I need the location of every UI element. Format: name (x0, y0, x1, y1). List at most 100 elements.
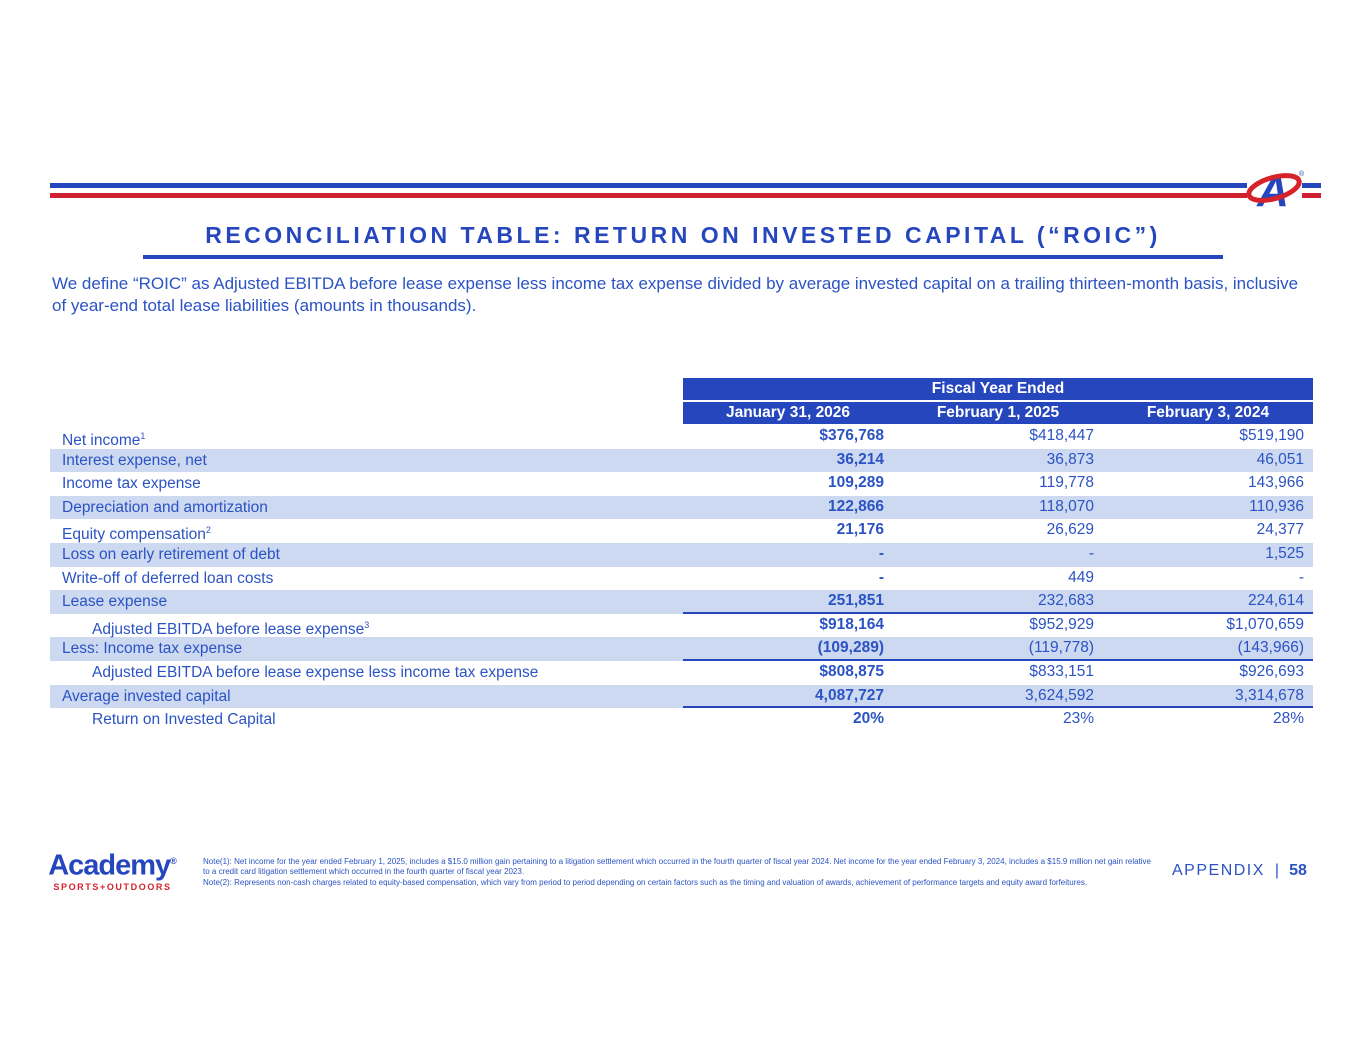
cell-value: - (878, 544, 884, 562)
cell-value: $1,070,659 (1226, 615, 1304, 633)
row-label: Less: Income tax expense (62, 640, 243, 658)
table-row: Return on Invested Capital 20% 23% 28% (50, 708, 1313, 732)
footnote-reference: 3 (364, 619, 370, 630)
row-values: - 449 - (683, 567, 1313, 591)
footnote-1: Note(1): Net income for the year ended F… (203, 857, 1151, 877)
table-row: Depreciation and amortization 122,866 118,… (50, 495, 1313, 520)
row-label: Average invested capital (62, 687, 231, 705)
cell-value: $418,447 (1029, 427, 1094, 444)
page-title: RECONCILIATION TABLE: RETURN ON INVESTED… (205, 222, 1161, 248)
row-values: 251,851 232,683 224,614 (683, 590, 1313, 614)
table-row: Equity compensation2 21,176 26,629 24,377 (50, 519, 1313, 543)
cell-value: 28% (1272, 710, 1304, 728)
row-label: Return on Invested Capital (92, 711, 276, 729)
row-values: $376,768 $418,447 $519,190 (683, 425, 1313, 449)
brand-registered-mark: ® (170, 856, 177, 866)
cell-value: (143,966) (1237, 639, 1304, 657)
academy-wordmark-logo: Academy® SPORTS+OUTDOORS (45, 846, 180, 892)
cell-value: $833,151 (1029, 662, 1094, 680)
footnote-2: Note(2): Represents non-cash charges rel… (203, 877, 1088, 887)
table-row: Income tax expense 109,289 119,778 143,966 (50, 472, 1313, 496)
cell-value: $926,693 (1239, 662, 1304, 680)
header-rule-red (50, 193, 1247, 198)
row-values: 122,866 118,070 110,936 (683, 496, 1313, 520)
cell-value: $918,164 (819, 615, 884, 633)
table-row: Adjusted EBITDA before lease expense les… (50, 661, 1313, 685)
row-values: 21,176 26,629 24,377 (683, 519, 1313, 543)
column-header-fy2025: February 1, 2025 (936, 404, 1060, 421)
appendix-label: APPENDIX (1172, 862, 1265, 879)
cell-value: 21,176 (836, 521, 884, 539)
row-label: Adjusted EBITDA before lease expense3 (92, 619, 370, 638)
cell-value: 224,614 (1247, 592, 1304, 610)
cell-value: 36,873 (1046, 450, 1094, 468)
row-values: 36,214 36,873 46,051 (683, 449, 1313, 473)
footnote-reference: 2 (205, 525, 211, 536)
cell-value: 143,966 (1247, 474, 1304, 492)
cell-value: 1,525 (1265, 544, 1304, 562)
registered-mark: ® (1299, 170, 1304, 178)
cell-value: 232,683 (1037, 592, 1094, 610)
cell-value: $376,768 (819, 427, 884, 444)
cell-value: 119,778 (1039, 474, 1094, 492)
cell-value: 46,051 (1256, 450, 1304, 468)
cell-value: (119,778) (1028, 639, 1094, 657)
row-label: Depreciation and amortization (62, 498, 268, 516)
footer-separator: | (1274, 862, 1280, 879)
cell-value: - (878, 568, 884, 586)
footnotes: Note(1): Net income for the year ended F… (203, 857, 1151, 888)
row-values: $808,875 $833,151 $926,693 (683, 661, 1313, 685)
cell-value: 122,866 (827, 497, 884, 515)
table-group-header: Fiscal Year Ended (683, 378, 1313, 400)
cell-value: 3,314,678 (1235, 686, 1304, 704)
table-row: Average invested capital 4,087,727 3,624,5… (50, 684, 1313, 709)
header-rule-blue (50, 183, 1247, 188)
column-header-fy2026: January 31, 2026 (725, 404, 851, 421)
cell-value: 24,377 (1256, 521, 1304, 539)
cell-value: $952,929 (1029, 615, 1094, 633)
roic-definition-text: We define “ROIC” as Adjusted EBITDA befo… (52, 274, 1299, 315)
row-label: Income tax expense (62, 475, 201, 493)
cell-value: 23% (1062, 710, 1094, 728)
table-row: Lease expense 251,851 232,683 224,614 (50, 590, 1313, 614)
row-values: 4,087,727 3,624,592 3,314,678 (683, 685, 1313, 709)
row-label: Interest expense, net (62, 451, 207, 469)
column-header-fy2024: February 3, 2024 (1146, 404, 1270, 421)
cell-value: 26,629 (1046, 521, 1094, 539)
table-column-headers: January 31, 2026 February 1, 2025 Februa… (683, 402, 1313, 424)
cell-value: 36,214 (836, 450, 884, 468)
brand-name-text: Academy (48, 849, 171, 882)
cell-value: 20% (852, 710, 884, 728)
cell-value: (109,289) (817, 639, 884, 657)
row-label: Equity compensation2 (62, 525, 211, 544)
cell-value: 4,087,727 (815, 686, 884, 704)
header-rule-blue-stub (1302, 183, 1321, 188)
row-label: Write-off of deferred loan costs (62, 569, 274, 587)
cell-value: 3,624,592 (1025, 686, 1094, 704)
page-number: 58 (1289, 862, 1307, 879)
footnote-reference: 1 (140, 431, 146, 441)
row-label: Lease expense (62, 593, 168, 611)
row-label: Loss on early retirement of debt (62, 545, 280, 563)
cell-value: 118,070 (1039, 497, 1094, 515)
row-label: Net income1 (62, 431, 146, 450)
brand-tagline: SPORTS+OUTDOORS (53, 881, 172, 892)
cell-value: - (1298, 568, 1304, 586)
cell-value: 251,851 (827, 592, 884, 610)
table-row: Write-off of deferred loan costs - 449 - (50, 567, 1313, 591)
row-values: $918,164 $952,929 $1,070,659 (683, 614, 1313, 638)
brand-name: Academy® (45, 846, 180, 881)
academy-a-logo: A ® (1246, 164, 1305, 216)
cell-value: 449 (1068, 568, 1094, 586)
cell-value: 110,936 (1249, 497, 1304, 515)
row-values: (109,289) (119,778) (143,966) (683, 637, 1313, 661)
header-rule-red-stub (1302, 193, 1321, 198)
table-row: Adjusted EBITDA before lease expense3 $91… (50, 614, 1313, 638)
row-label: Adjusted EBITDA before lease expense les… (92, 663, 539, 681)
row-values: - - 1,525 (683, 543, 1313, 567)
row-values: 20% 23% 28% (683, 708, 1313, 732)
table-row: Net income1 $376,768 $418,447 $519,190 (50, 425, 1313, 449)
cell-value: $519,190 (1239, 427, 1304, 444)
row-values: 109,289 119,778 143,966 (683, 472, 1313, 496)
